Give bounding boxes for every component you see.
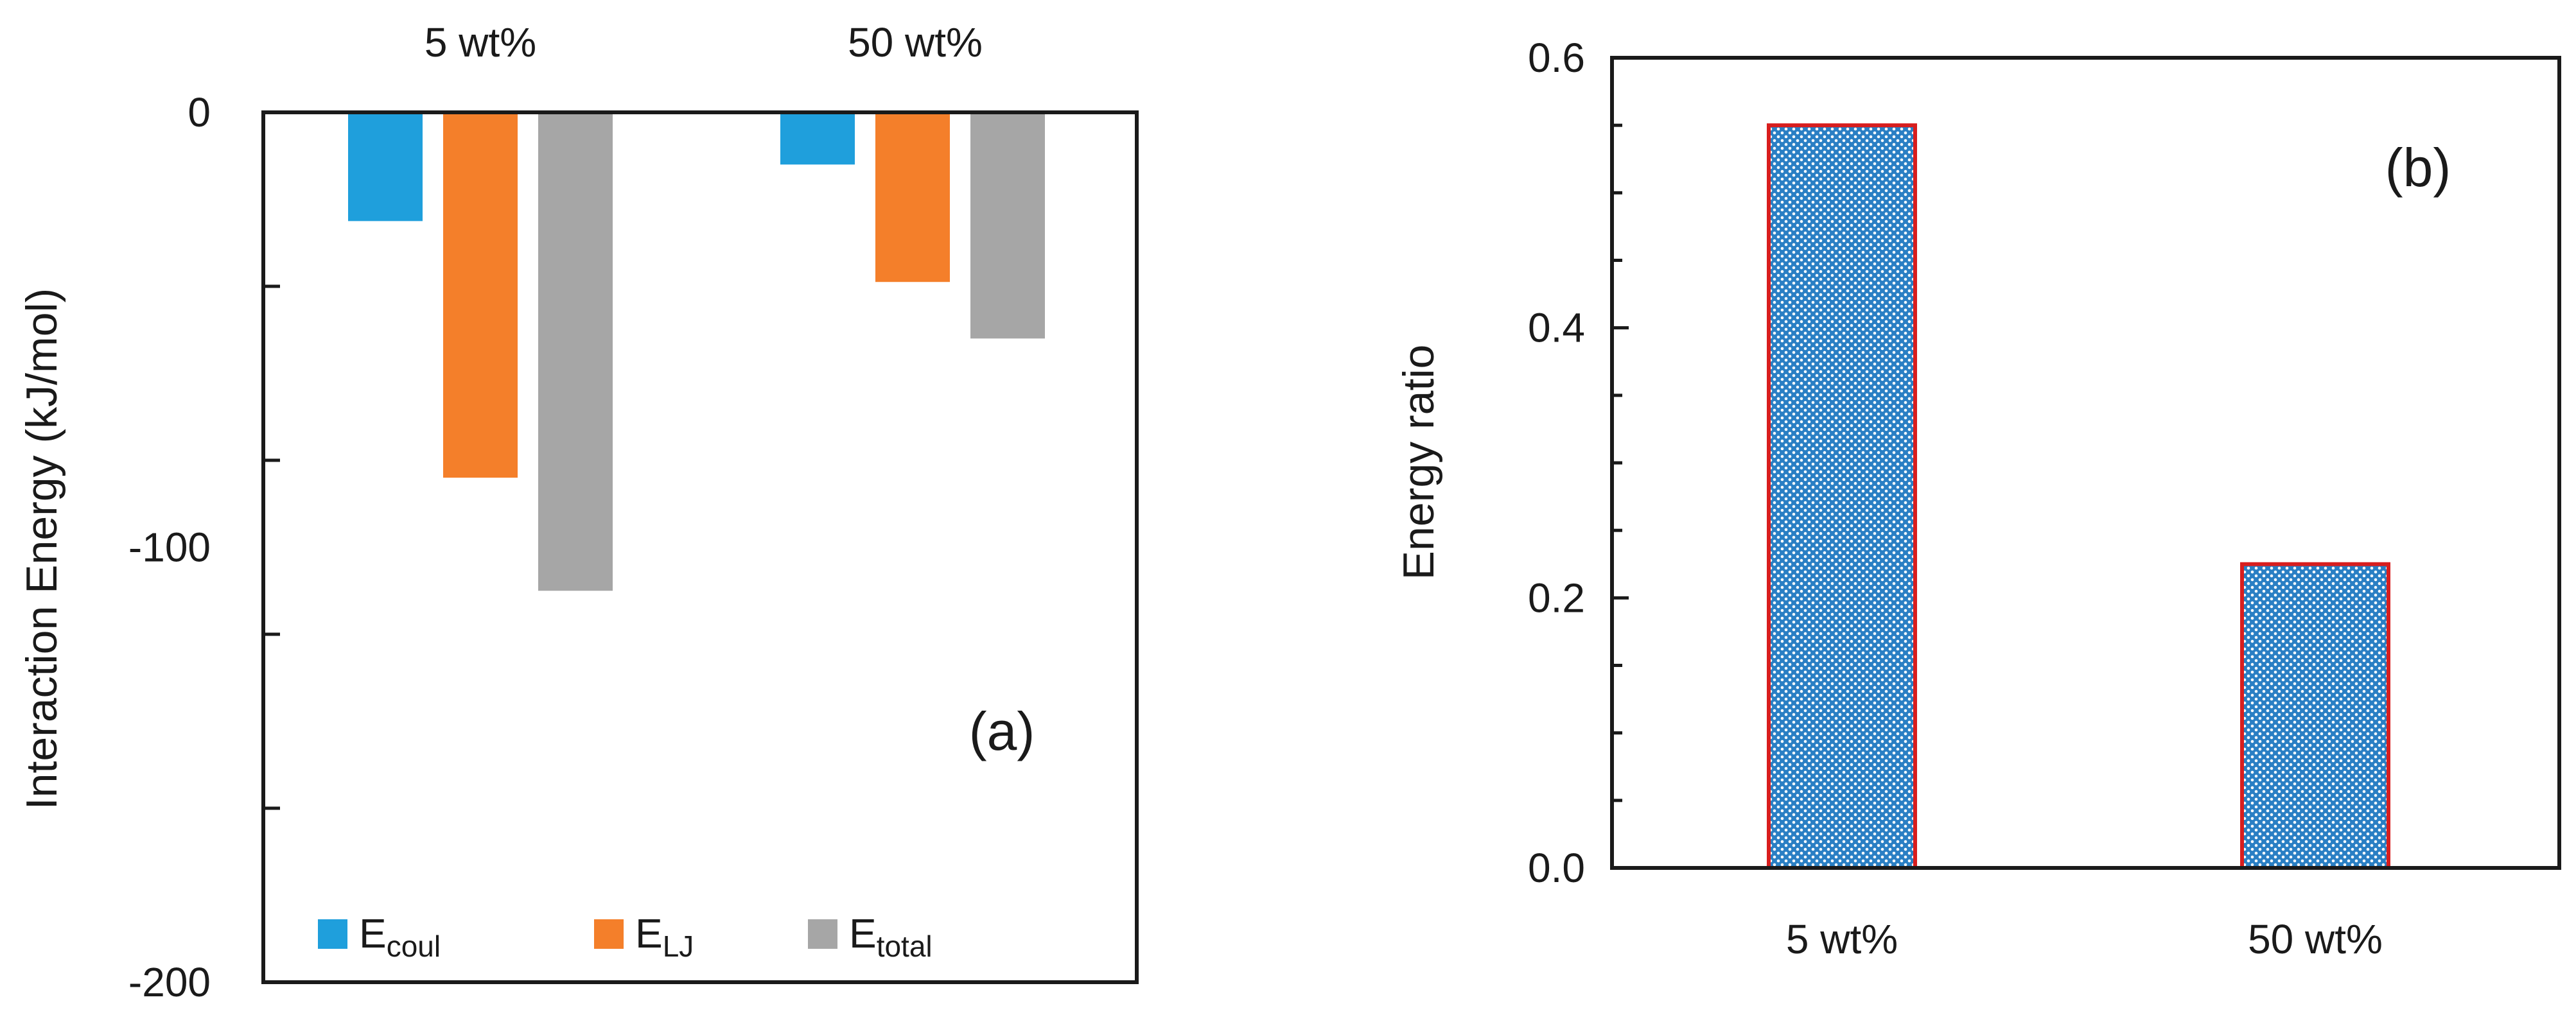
legend-swatch-e-coul <box>318 919 347 949</box>
chart-a-y-axis-title: Interaction Energy (kJ/mol) <box>17 288 66 810</box>
chart-a-y-tick-labels: 0 -100 -200 <box>128 89 211 1005</box>
legend-label-e-coul: Ecoul <box>359 910 441 963</box>
bar-e-lj-50wt <box>875 112 950 282</box>
chart-a: 0 -100 -200 5 wt% 50 wt% Interaction Energy… <box>17 19 1139 1005</box>
y-tick-label: 0.4 <box>1528 305 1585 351</box>
y-tick-label: 0.6 <box>1528 35 1585 81</box>
y-tick-label: 0.0 <box>1528 845 1585 891</box>
bar-e-lj-5wt <box>443 112 518 478</box>
bar-e-coul-50wt <box>780 112 855 165</box>
chart-b-category-labels: 5 wt% 50 wt% <box>1786 916 2383 962</box>
chart-b-y-ticks <box>1612 56 1629 870</box>
legend-swatch-e-lj <box>594 919 624 949</box>
category-label: 5 wt% <box>425 19 536 65</box>
legend-label-e-lj: ELJ <box>635 910 694 963</box>
y-tick-label: 0.2 <box>1528 575 1585 621</box>
bar-5wt <box>1767 123 1917 870</box>
chart-a-plot-frame <box>261 110 1139 984</box>
legend-label-e-total: Etotal <box>849 910 933 963</box>
chart-b-y-axis-title: Energy ratio <box>1394 345 1443 580</box>
chart-b-panel-label: (b) <box>2385 137 2451 198</box>
y-tick-label: 0 <box>188 89 211 135</box>
chart-b: 0.0 0.2 0.4 0.6 5 wt% 50 wt% Energy ratio (b… <box>1394 35 2561 962</box>
chart-a-legend: Ecoul ELJ Etotal <box>318 910 933 963</box>
bar-e-total-50wt <box>970 112 1045 339</box>
chart-a-panel-label: (a) <box>969 701 1035 761</box>
legend-label-subscript: coul <box>387 930 441 963</box>
bar-e-coul-5wt <box>348 112 423 221</box>
bar-e-total-5wt <box>538 112 613 591</box>
legend-label-main: E <box>359 910 387 957</box>
category-label: 50 wt% <box>2248 916 2383 962</box>
legend-label-main: E <box>849 910 877 957</box>
y-tick-label: -100 <box>128 524 211 571</box>
chart-a-y-ticks <box>263 110 280 984</box>
legend-label-subscript: total <box>877 930 933 963</box>
legend-label-subscript: LJ <box>663 930 694 963</box>
category-label: 5 wt% <box>1786 916 1898 962</box>
chart-a-category-labels: 5 wt% 50 wt% <box>425 19 983 65</box>
legend-swatch-e-total <box>808 919 837 949</box>
chart-a-bars <box>348 112 1045 591</box>
y-tick-label: -200 <box>128 959 211 1005</box>
bar-50wt <box>2240 562 2390 870</box>
category-label: 50 wt% <box>848 19 983 65</box>
legend-label-main: E <box>635 910 663 957</box>
chart-b-y-tick-labels: 0.0 0.2 0.4 0.6 <box>1528 35 1585 891</box>
chart-b-bars <box>1767 123 2390 870</box>
